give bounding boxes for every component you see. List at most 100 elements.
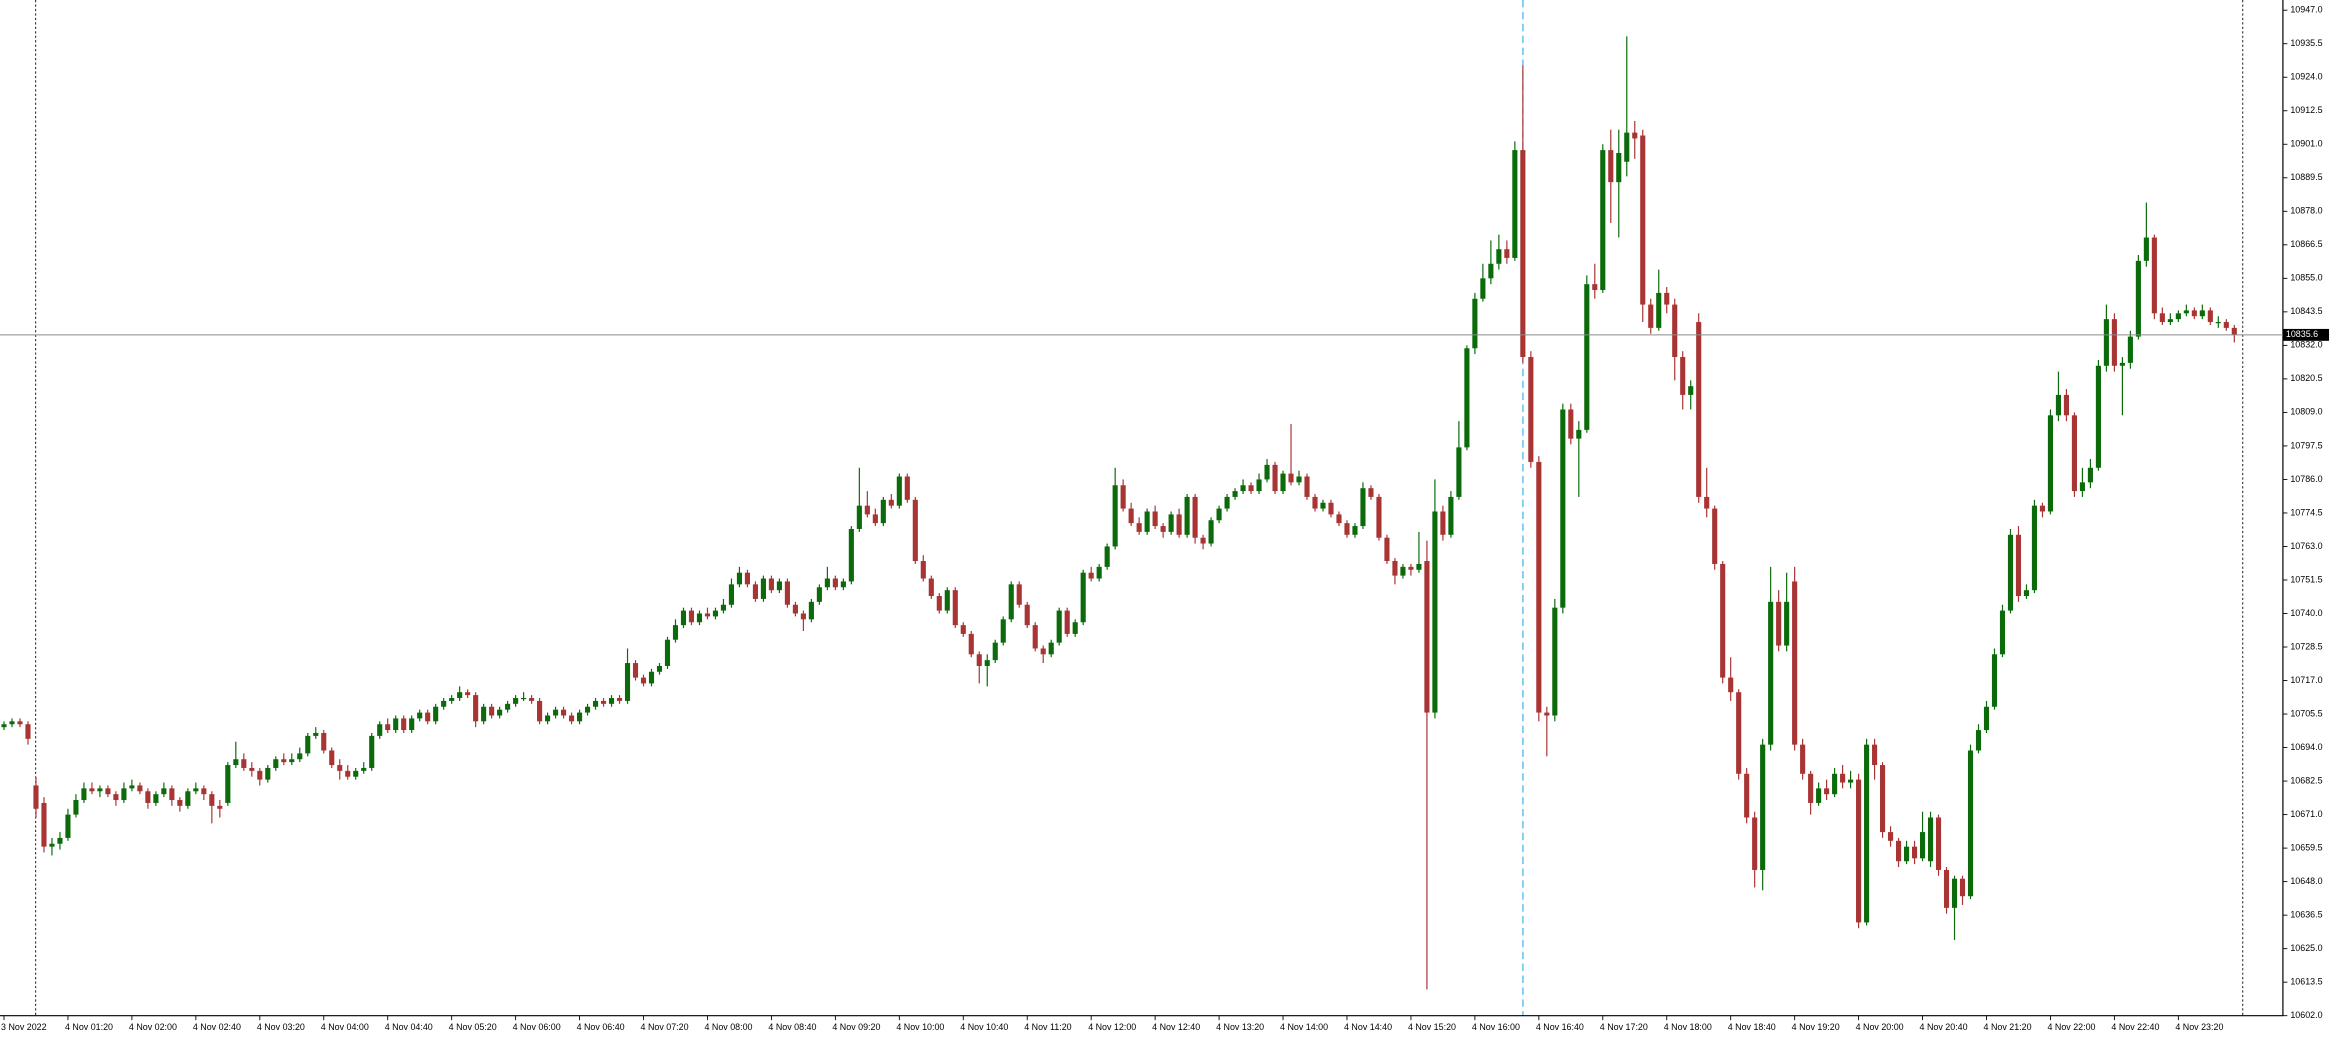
candle-body: [1336, 514, 1342, 524]
candle-body: [648, 671, 655, 684]
candle-body: [1408, 566, 1414, 570]
candle-body: [1919, 832, 1926, 859]
candle-body: [816, 587, 822, 602]
candle: [1, 721, 7, 731]
candle-body: [1680, 357, 1686, 395]
candle: [1951, 875, 1958, 940]
candle: [1720, 561, 1726, 684]
candle: [1112, 467, 1118, 550]
candle: [1304, 473, 1310, 500]
candle-body: [17, 721, 23, 725]
x-tick-label: 4 Nov 23:20: [2175, 1022, 2223, 1032]
candle-body: [361, 767, 367, 771]
x-tick-label: 4 Nov 18:00: [1664, 1022, 1712, 1032]
candle: [1384, 534, 1390, 564]
candle-body: [561, 709, 567, 716]
candle: [537, 698, 543, 725]
x-tick-label: 4 Nov 14:40: [1344, 1022, 1392, 1032]
candle: [2015, 526, 2022, 602]
candle-body: [2087, 467, 2093, 483]
candle: [1608, 129, 1614, 223]
candle: [2103, 304, 2109, 372]
candle: [792, 601, 798, 617]
candle-body: [81, 788, 87, 801]
candle: [41, 797, 47, 853]
candle-body: [41, 802, 47, 847]
candle: [616, 695, 623, 704]
candle-body: [249, 767, 255, 771]
candle: [2063, 389, 2069, 422]
candle-body: [529, 698, 535, 701]
candle-body: [473, 695, 479, 722]
candle-body: [1832, 773, 1838, 795]
y-tick-label: 10613.5: [2290, 977, 2322, 987]
x-tick-label: 4 Nov 17:20: [1600, 1022, 1648, 1032]
candle-body: [409, 718, 415, 731]
candle-body: [1184, 496, 1190, 535]
candle-body: [425, 712, 431, 722]
candle-body: [105, 788, 111, 795]
candle: [1256, 473, 1262, 495]
candle: [1064, 607, 1070, 637]
candle-body: [441, 700, 447, 707]
candle-body: [2023, 590, 2030, 597]
candle-body: [1416, 563, 1422, 570]
candle-body: [664, 639, 671, 666]
candle: [361, 762, 367, 774]
candle-body: [1744, 773, 1750, 818]
candle-body: [944, 590, 950, 611]
candle: [960, 622, 966, 637]
candle: [1200, 534, 1206, 550]
candle-body: [1040, 648, 1046, 655]
candle: [984, 654, 990, 687]
candle: [49, 837, 55, 856]
candle-body: [960, 625, 966, 634]
candle: [2175, 310, 2181, 323]
y-tick-label: 10797.5: [2290, 440, 2322, 450]
candle-body: [1216, 508, 1222, 521]
candle-body: [632, 663, 639, 678]
candle-body: [888, 499, 894, 506]
candle-body: [1967, 750, 1974, 897]
x-tick-label: 4 Nov 06:00: [513, 1022, 561, 1032]
candle: [257, 767, 263, 786]
candle-body: [1072, 622, 1078, 634]
y-tick-label: 10935.5: [2290, 38, 2322, 48]
candle: [1856, 773, 1862, 929]
candle: [2087, 459, 2093, 489]
candle-body: [1264, 464, 1270, 480]
candle-body: [537, 700, 543, 722]
candle: [481, 703, 487, 725]
candle-body: [1536, 461, 1542, 713]
candle: [856, 467, 862, 532]
candle: [720, 598, 727, 614]
candle: [1704, 467, 1710, 518]
candle: [968, 630, 974, 658]
candle: [1696, 313, 1702, 503]
candle: [521, 692, 527, 701]
candle: [1296, 470, 1302, 486]
candle-body: [616, 698, 623, 701]
candle: [2191, 307, 2197, 320]
candle: [584, 703, 591, 716]
candle: [65, 808, 71, 841]
candle: [712, 607, 719, 620]
candle: [1504, 240, 1510, 264]
candle-body: [1568, 409, 1574, 439]
candle-body: [792, 604, 798, 614]
candle: [784, 578, 790, 608]
candle: [1320, 499, 1326, 512]
candle: [1040, 645, 1046, 664]
candle: [81, 782, 87, 803]
candle: [1352, 523, 1358, 538]
candle-body: [169, 788, 175, 801]
candle: [121, 782, 127, 803]
y-tick-label: 10889.5: [2290, 172, 2322, 182]
candle: [113, 791, 119, 806]
candle-body: [1911, 846, 1918, 859]
candle-body: [225, 765, 231, 803]
candle-body: [1392, 561, 1398, 576]
candle-body: [1224, 496, 1230, 509]
candle-body: [305, 735, 311, 754]
candle-body: [1016, 584, 1022, 605]
